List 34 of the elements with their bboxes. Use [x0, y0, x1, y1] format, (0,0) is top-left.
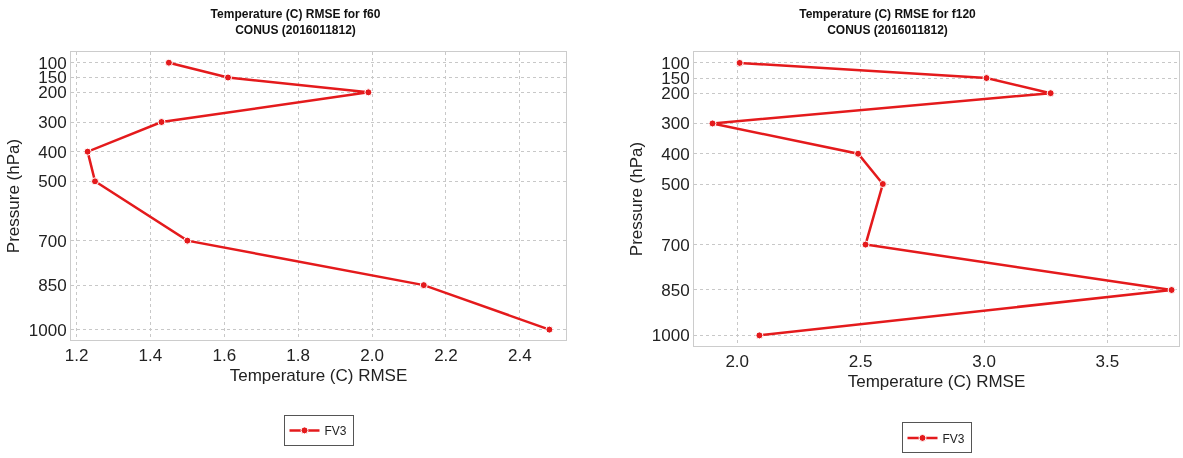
x-tick-label: 2.0	[725, 352, 750, 372]
y-tick-label: 1000	[651, 326, 690, 346]
y-tick-label: 500	[38, 172, 67, 192]
x-tick-label: 2.5	[848, 352, 873, 372]
y-tick-label: 400	[38, 142, 67, 162]
chart-subtitle: CONUS (2016011812)	[235, 22, 356, 37]
x-tick-label: 2.2	[434, 346, 458, 366]
y-tick-label: 1000	[28, 320, 67, 340]
x-tick-label: 1.2	[64, 346, 89, 366]
legend-label: FV3	[324, 424, 347, 439]
x-tick-label: 2.0	[360, 346, 384, 366]
chart-title: Temperature (C) RMSE for f60	[210, 7, 381, 22]
x-tick-label: 3.5	[1095, 352, 1120, 372]
x-tick-label: 1.6	[212, 346, 237, 366]
chart-title: Temperature (C) RMSE for f120	[799, 7, 977, 22]
x-tick-label: 2.4	[508, 346, 532, 366]
y-tick-label: 400	[661, 144, 690, 164]
x-tick-label: 3.0	[972, 352, 996, 372]
x-axis-title: Temperature (C) RMSE	[847, 371, 1026, 391]
x-tick-label: 1.8	[286, 346, 310, 366]
y-axis-title: Pressure (hPa)	[627, 141, 647, 257]
y-axis-title: Pressure (hPa)	[4, 138, 24, 254]
chart-subtitle: CONUS (2016011812)	[827, 22, 948, 37]
legend-label: FV3	[942, 431, 965, 446]
y-tick-label: 850	[38, 276, 67, 296]
x-tick-label: 1.4	[138, 346, 163, 366]
y-tick-label: 300	[661, 114, 690, 134]
y-tick-label: 200	[38, 83, 67, 103]
y-tick-label: 300	[38, 112, 67, 132]
x-axis-title: Temperature (C) RMSE	[229, 365, 408, 385]
y-tick-label: 850	[661, 280, 690, 300]
y-tick-label: 700	[661, 235, 690, 255]
y-tick-label: 500	[661, 174, 690, 194]
y-tick-label: 700	[38, 231, 67, 251]
